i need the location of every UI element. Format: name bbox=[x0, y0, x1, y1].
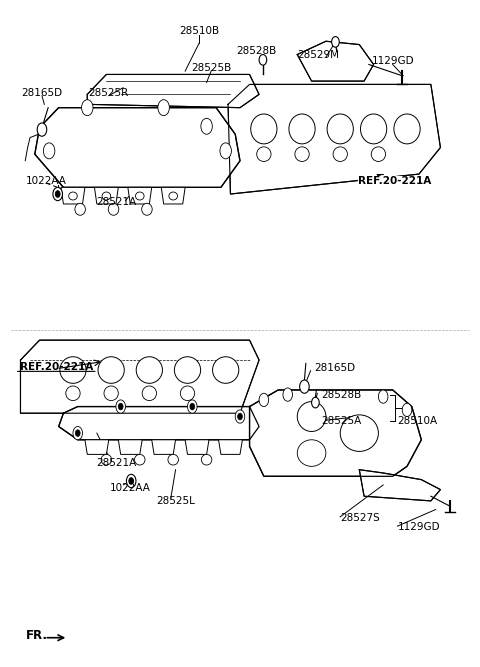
Ellipse shape bbox=[297, 440, 326, 466]
Ellipse shape bbox=[169, 192, 178, 200]
Polygon shape bbox=[21, 340, 259, 414]
Circle shape bbox=[75, 430, 80, 436]
Circle shape bbox=[201, 118, 212, 134]
Circle shape bbox=[55, 191, 60, 197]
Polygon shape bbox=[360, 470, 441, 501]
Ellipse shape bbox=[75, 203, 85, 215]
Circle shape bbox=[43, 143, 55, 159]
Text: 28165D: 28165D bbox=[22, 88, 62, 98]
Ellipse shape bbox=[371, 147, 385, 161]
Polygon shape bbox=[85, 440, 109, 454]
Ellipse shape bbox=[174, 357, 201, 384]
Text: 28528B: 28528B bbox=[321, 390, 361, 400]
Ellipse shape bbox=[333, 147, 348, 161]
Ellipse shape bbox=[360, 114, 387, 144]
Text: REF.20-221A: REF.20-221A bbox=[20, 362, 93, 372]
Ellipse shape bbox=[142, 203, 152, 215]
Polygon shape bbox=[250, 390, 421, 476]
Ellipse shape bbox=[297, 402, 326, 432]
Text: 1022AA: 1022AA bbox=[26, 175, 67, 185]
Polygon shape bbox=[118, 440, 142, 454]
Circle shape bbox=[190, 404, 195, 410]
Polygon shape bbox=[228, 85, 441, 194]
Ellipse shape bbox=[101, 454, 112, 465]
Text: 28529M: 28529M bbox=[298, 49, 340, 59]
Polygon shape bbox=[152, 440, 176, 454]
Circle shape bbox=[332, 37, 339, 47]
Circle shape bbox=[378, 390, 388, 404]
Ellipse shape bbox=[251, 114, 277, 144]
Circle shape bbox=[259, 394, 269, 407]
Polygon shape bbox=[59, 407, 259, 440]
Ellipse shape bbox=[168, 454, 179, 465]
Ellipse shape bbox=[136, 357, 162, 384]
Polygon shape bbox=[128, 187, 152, 204]
Text: 28165D: 28165D bbox=[314, 363, 355, 373]
Circle shape bbox=[283, 388, 292, 402]
Ellipse shape bbox=[394, 114, 420, 144]
Text: 28521A: 28521A bbox=[96, 197, 136, 207]
Circle shape bbox=[129, 478, 133, 484]
Ellipse shape bbox=[327, 114, 353, 144]
Circle shape bbox=[300, 380, 309, 394]
Text: 28521A: 28521A bbox=[96, 458, 136, 468]
Ellipse shape bbox=[180, 386, 195, 401]
Polygon shape bbox=[161, 187, 185, 204]
Text: 28525A: 28525A bbox=[321, 416, 361, 426]
Circle shape bbox=[235, 410, 245, 423]
Ellipse shape bbox=[289, 114, 315, 144]
Ellipse shape bbox=[257, 147, 271, 161]
Ellipse shape bbox=[340, 415, 378, 452]
Text: 28527S: 28527S bbox=[340, 513, 380, 523]
Circle shape bbox=[312, 398, 319, 408]
Polygon shape bbox=[185, 440, 209, 454]
Ellipse shape bbox=[134, 454, 145, 465]
Polygon shape bbox=[61, 187, 85, 204]
Circle shape bbox=[402, 404, 412, 416]
Circle shape bbox=[82, 99, 93, 115]
Text: 28525R: 28525R bbox=[89, 88, 129, 98]
Polygon shape bbox=[218, 440, 242, 454]
Ellipse shape bbox=[108, 203, 119, 215]
Ellipse shape bbox=[201, 454, 212, 465]
Polygon shape bbox=[87, 75, 259, 107]
Text: REF.20-221A: REF.20-221A bbox=[359, 175, 432, 185]
Circle shape bbox=[53, 187, 62, 201]
Circle shape bbox=[188, 400, 197, 414]
Text: 28525B: 28525B bbox=[191, 63, 231, 73]
Text: 28525L: 28525L bbox=[156, 496, 195, 506]
Text: FR.: FR. bbox=[26, 629, 48, 642]
Circle shape bbox=[259, 55, 267, 65]
Ellipse shape bbox=[69, 192, 77, 200]
Text: 1022AA: 1022AA bbox=[110, 483, 151, 493]
Ellipse shape bbox=[102, 192, 111, 200]
Ellipse shape bbox=[98, 357, 124, 384]
Circle shape bbox=[126, 474, 136, 488]
Ellipse shape bbox=[213, 357, 239, 384]
Text: 28510A: 28510A bbox=[397, 416, 438, 426]
Circle shape bbox=[118, 404, 123, 410]
Circle shape bbox=[220, 143, 231, 159]
Ellipse shape bbox=[66, 386, 80, 401]
Ellipse shape bbox=[135, 192, 144, 200]
Polygon shape bbox=[297, 41, 373, 81]
Circle shape bbox=[37, 123, 47, 136]
Text: REF.20-221A: REF.20-221A bbox=[362, 175, 428, 185]
Text: 28528B: 28528B bbox=[237, 46, 277, 56]
Text: 1129GD: 1129GD bbox=[372, 56, 414, 66]
Ellipse shape bbox=[60, 357, 86, 384]
Text: 1129GD: 1129GD bbox=[397, 522, 440, 532]
Polygon shape bbox=[95, 187, 118, 204]
Ellipse shape bbox=[142, 386, 156, 401]
Circle shape bbox=[116, 400, 125, 414]
Text: 28510B: 28510B bbox=[180, 26, 219, 36]
Polygon shape bbox=[35, 107, 240, 187]
Circle shape bbox=[238, 414, 242, 420]
Ellipse shape bbox=[104, 386, 118, 401]
Circle shape bbox=[73, 426, 83, 440]
Ellipse shape bbox=[295, 147, 309, 161]
Circle shape bbox=[158, 99, 169, 115]
